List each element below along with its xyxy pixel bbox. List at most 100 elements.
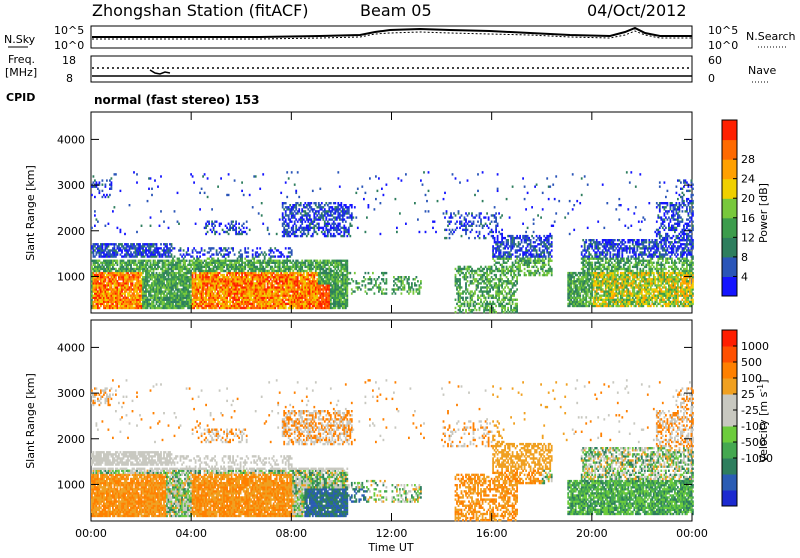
data-cell — [262, 173, 264, 175]
data-cell — [286, 171, 288, 173]
data-cell — [247, 276, 249, 278]
data-cell — [207, 177, 209, 179]
data-cell — [366, 292, 368, 294]
data-cell — [416, 276, 418, 278]
data-cell — [151, 188, 153, 190]
data-cell — [316, 233, 318, 235]
data-cell — [160, 295, 162, 297]
data-cell — [244, 268, 246, 270]
data-cell — [97, 188, 99, 190]
data-cell — [377, 278, 379, 280]
data-cell — [168, 276, 170, 278]
freq-right-tick-bottom: 0 — [708, 72, 715, 85]
data-cell — [145, 295, 147, 297]
noise-right-label: N.Search — [746, 30, 796, 43]
data-cell — [190, 173, 192, 175]
data-cell — [168, 227, 170, 229]
data-cell — [398, 177, 400, 179]
data-cell — [241, 301, 243, 303]
data-cell — [160, 247, 162, 249]
data-cell — [208, 223, 210, 225]
noise-left-label: N.Sky — [4, 33, 36, 46]
data-cell — [120, 249, 122, 251]
data-cell — [228, 233, 230, 235]
data-cell — [276, 233, 278, 235]
data-cell — [241, 286, 243, 288]
data-cell — [183, 258, 185, 260]
data-cell — [180, 249, 182, 251]
data-cell — [228, 253, 230, 255]
data-cell — [393, 276, 395, 278]
data-cell — [301, 276, 303, 278]
data-cell — [157, 295, 159, 297]
data-cell — [346, 286, 348, 288]
data-cell — [289, 247, 291, 249]
data-cell — [243, 194, 245, 196]
data-cell — [408, 282, 410, 284]
data-cell — [386, 282, 388, 284]
data-cell — [354, 206, 356, 208]
data-cell — [414, 202, 416, 204]
data-cell — [102, 245, 104, 247]
data-cell — [231, 295, 233, 297]
data-cell — [428, 210, 430, 212]
data-cell — [226, 297, 228, 299]
data-cell — [159, 266, 161, 268]
data-cell — [133, 243, 135, 245]
data-cell — [455, 214, 457, 216]
data-cell — [365, 192, 367, 194]
data-cell — [219, 233, 221, 235]
data-cell — [180, 278, 182, 280]
data-cell — [346, 264, 348, 266]
data-cell — [180, 301, 182, 303]
data-cell — [172, 258, 174, 260]
data-cell — [192, 255, 194, 257]
data-cell — [342, 221, 344, 223]
data-cell — [241, 278, 243, 280]
data-cell — [346, 301, 348, 303]
data-cell — [115, 276, 117, 278]
data-cell — [223, 274, 225, 276]
data-cell — [316, 295, 318, 297]
data-cell — [241, 282, 243, 284]
data-cell — [174, 255, 176, 257]
data-cell — [348, 231, 350, 233]
data-cell — [234, 179, 236, 181]
data-cell — [444, 216, 446, 218]
data-cell — [346, 305, 348, 307]
data-cell — [446, 210, 448, 212]
data-cell — [213, 253, 215, 255]
data-cell — [112, 210, 114, 212]
data-cell — [108, 223, 110, 225]
data-cell — [147, 200, 149, 202]
data-cell — [127, 243, 129, 245]
freq-left-tick-bottom: 8 — [66, 72, 73, 85]
data-cell — [102, 190, 104, 192]
data-cell — [313, 221, 315, 223]
data-cell — [301, 216, 303, 218]
data-cell — [404, 284, 406, 286]
data-cell — [285, 202, 287, 204]
data-cell — [348, 206, 350, 208]
data-cell — [301, 301, 303, 303]
data-cell — [274, 247, 276, 249]
data-cell — [414, 278, 416, 280]
data-cell — [455, 274, 457, 276]
data-cell — [334, 202, 336, 204]
data-cell — [446, 237, 448, 239]
data-cell — [340, 202, 342, 204]
data-cell — [324, 231, 326, 233]
data-cell — [204, 249, 206, 251]
cpid-label: CPID — [6, 91, 35, 104]
data-cell — [195, 223, 197, 225]
data-cell — [192, 276, 194, 278]
data-cell — [297, 212, 299, 214]
data-cell — [346, 290, 348, 292]
data-cell — [280, 251, 282, 253]
data-cell — [229, 251, 231, 253]
data-cell — [434, 221, 436, 223]
data-cell — [214, 225, 216, 227]
data-cell — [286, 196, 288, 198]
data-cell — [334, 235, 336, 237]
data-cell — [115, 243, 117, 245]
